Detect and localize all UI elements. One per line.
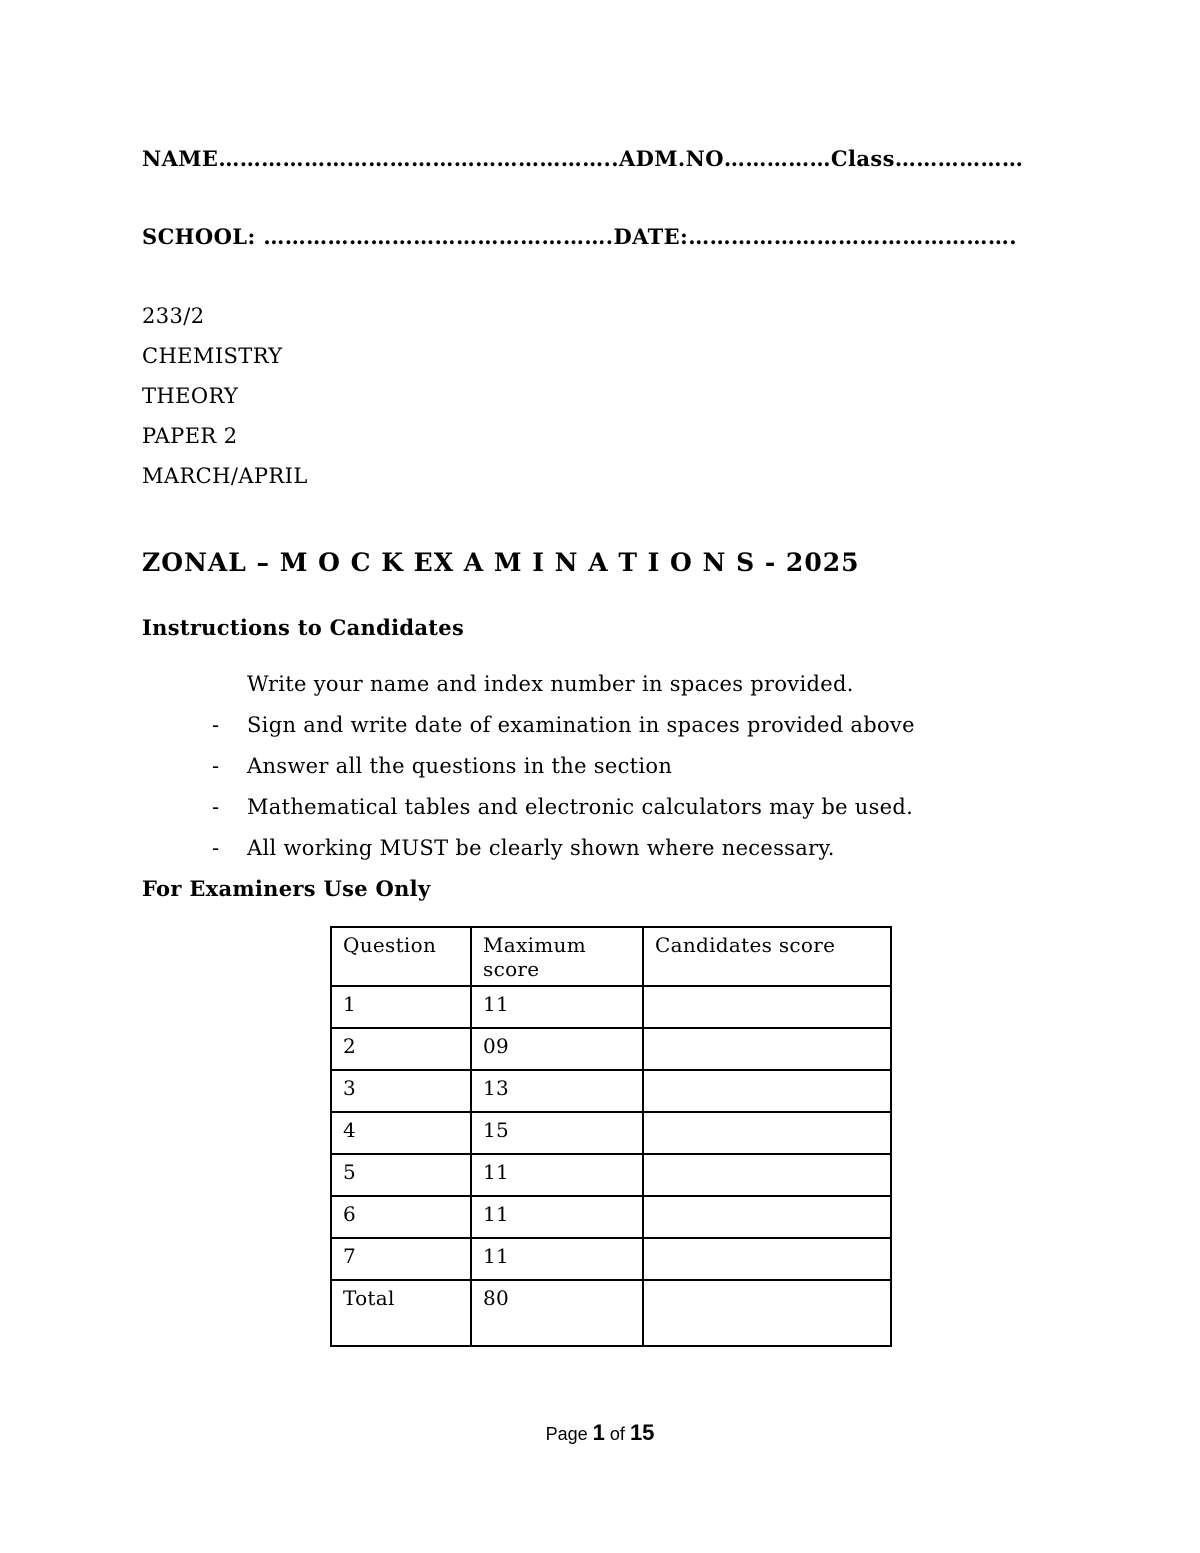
course-subject: CHEMISTRY — [142, 344, 283, 368]
table-header-candidates-score: Candidates score — [642, 926, 892, 987]
class-label: Class — [830, 146, 895, 171]
instruction-text: All working MUST be clearly shown where … — [247, 836, 835, 860]
max-score-cell: 80 — [470, 1279, 644, 1347]
instruction-text: Write your name and index number in spac… — [247, 672, 854, 696]
question-cell: 1 — [330, 985, 472, 1029]
candidate-score-cell — [642, 1069, 892, 1113]
table-row: 4 15 — [330, 1111, 892, 1155]
candidate-score-cell — [642, 1027, 892, 1071]
date-label: DATE: — [613, 224, 689, 249]
instruction-text: Answer all the questions in the section — [247, 754, 673, 778]
instruction-item: - All working MUST be clearly shown wher… — [212, 836, 915, 877]
class-dotted-line: ……………… — [894, 146, 1024, 171]
candidate-score-cell — [642, 1237, 892, 1281]
table-header-question: Question — [330, 926, 472, 987]
max-score-cell: 15 — [470, 1111, 644, 1155]
course-type: THEORY — [142, 384, 239, 408]
course-session: MARCH/APRIL — [142, 464, 308, 488]
question-cell: Total — [330, 1279, 472, 1347]
school-dotted-line: …………………………………………. — [263, 224, 614, 249]
examiners-heading: For Examiners Use Only — [142, 876, 431, 901]
question-cell: 6 — [330, 1195, 472, 1239]
page-footer: Page 1 of 15 — [0, 1420, 1200, 1446]
table-row: 3 13 — [330, 1069, 892, 1113]
instruction-item: - Answer all the questions in the sectio… — [212, 754, 915, 795]
question-cell: 4 — [330, 1111, 472, 1155]
question-cell: 5 — [330, 1153, 472, 1197]
table-header-max-score: Maximum score — [470, 926, 644, 987]
instruction-bullet: - — [212, 713, 220, 737]
admno-label: ADM.NO — [618, 146, 724, 171]
name-label: NAME — [142, 146, 219, 171]
name-dotted-line: ……………………………………………….. — [218, 146, 619, 171]
table-row-total: Total 80 — [330, 1279, 892, 1347]
instruction-bullet: - — [212, 795, 220, 819]
name-field-line: NAME………………………………………………..ADM.NO……………Class… — [142, 146, 1023, 171]
instruction-item: - Sign and write date of examination in … — [212, 713, 915, 754]
candidate-score-cell — [642, 1279, 892, 1347]
admno-dotted-line: …………… — [723, 146, 831, 171]
question-cell: 7 — [330, 1237, 472, 1281]
page-number: 1 — [592, 1420, 605, 1445]
table-header-row: Question Maximum score Candidates score — [330, 926, 892, 987]
table-row: 1 11 — [330, 985, 892, 1029]
course-code: 233/2 — [142, 304, 205, 328]
exam-title: ZONAL – M O C K EX A M I N A T I O N S -… — [142, 548, 860, 577]
max-score-cell: 11 — [470, 1237, 644, 1281]
candidate-score-cell — [642, 985, 892, 1029]
total-pages: 15 — [629, 1420, 655, 1445]
table-row: 7 11 — [330, 1237, 892, 1281]
table-row: 5 11 — [330, 1153, 892, 1197]
instruction-item: - Mathematical tables and electronic cal… — [212, 795, 915, 836]
instruction-bullet: - — [212, 836, 220, 860]
date-dotted-line: ………………………………………. — [688, 224, 1017, 249]
candidate-score-cell — [642, 1195, 892, 1239]
instruction-text: Mathematical tables and electronic calcu… — [247, 795, 914, 819]
instructions-heading: Instructions to Candidates — [142, 615, 465, 640]
school-field-line: SCHOOL: ………………………………………….DATE:…………………………… — [142, 224, 1017, 249]
candidate-score-cell — [642, 1153, 892, 1197]
table-row: 6 11 — [330, 1195, 892, 1239]
max-score-cell: 13 — [470, 1069, 644, 1113]
question-cell: 3 — [330, 1069, 472, 1113]
max-score-cell: 09 — [470, 1027, 644, 1071]
table-row: 2 09 — [330, 1027, 892, 1071]
of-label: of — [609, 1424, 625, 1444]
instructions-list: Write your name and index number in spac… — [212, 672, 915, 877]
instruction-item: Write your name and index number in spac… — [212, 672, 915, 713]
course-paper: PAPER 2 — [142, 424, 238, 448]
course-info-block: 233/2 CHEMISTRY THEORY PAPER 2 MARCH/APR… — [142, 296, 308, 496]
instruction-text: Sign and write date of examination in sp… — [247, 713, 915, 737]
instruction-bullet: - — [212, 754, 220, 778]
max-score-cell: 11 — [470, 1195, 644, 1239]
candidate-score-cell — [642, 1111, 892, 1155]
max-score-cell: 11 — [470, 1153, 644, 1197]
school-label: SCHOOL: — [142, 224, 264, 249]
max-score-cell: 11 — [470, 985, 644, 1029]
question-cell: 2 — [330, 1027, 472, 1071]
score-table: Question Maximum score Candidates score … — [330, 926, 892, 1347]
page-label: Page — [545, 1424, 588, 1444]
